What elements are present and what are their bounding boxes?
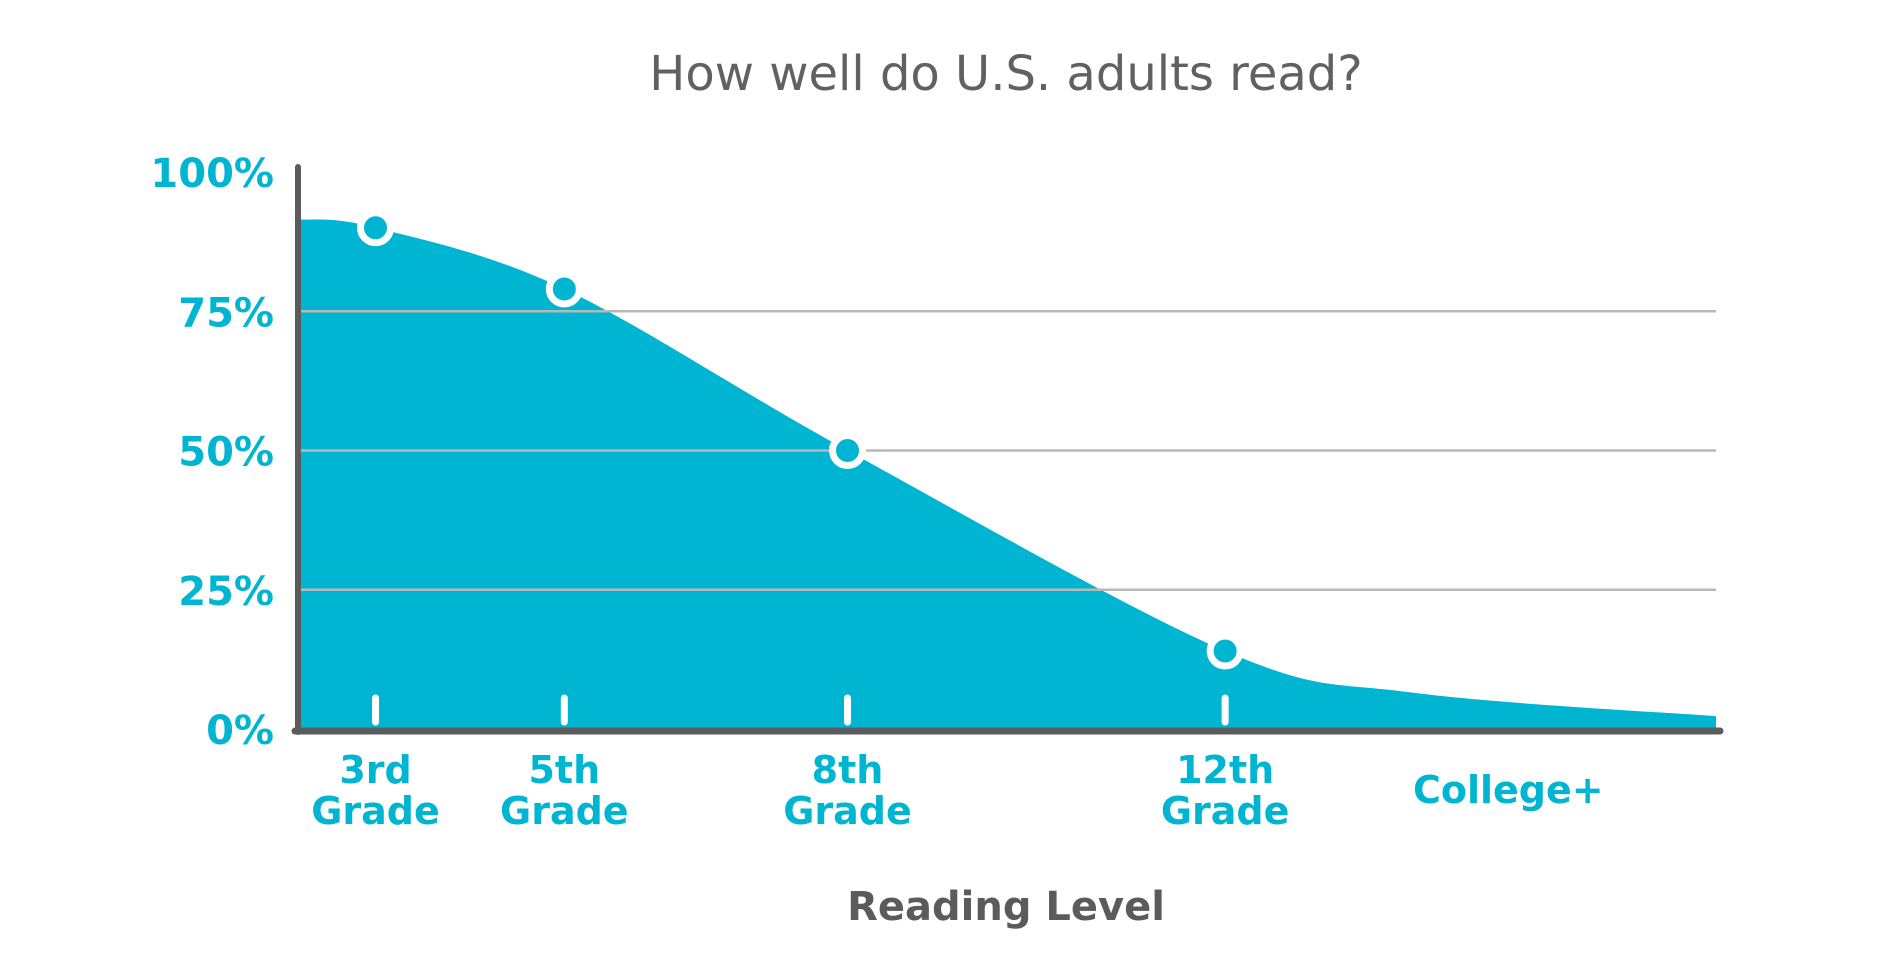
x-tick-label: Grade — [500, 789, 629, 833]
x-tick-label: 8th — [812, 748, 884, 792]
y-tick-label: 25% — [178, 569, 274, 615]
x-tick-label: 5th — [528, 748, 600, 792]
x-tick-label: Grade — [311, 789, 440, 833]
y-tick-label: 0% — [206, 708, 274, 754]
x-tick-label: Grade — [1161, 789, 1290, 833]
x-tick-label: 12th — [1176, 748, 1274, 792]
y-tick-label: 75% — [178, 290, 274, 336]
data-point — [545, 270, 583, 308]
x-axis-label: Reading Level — [847, 884, 1165, 930]
x-tick-label: Grade — [783, 789, 912, 833]
data-point — [829, 432, 867, 469]
area-fill — [300, 219, 1716, 729]
data-point — [1206, 632, 1244, 670]
x-tick-label: College+ — [1413, 768, 1604, 812]
y-tick-label: 100% — [150, 151, 274, 197]
data-point — [357, 209, 395, 247]
x-tick-label: 3rd — [339, 748, 411, 792]
y-tick-label: 50% — [178, 430, 274, 476]
chart-title: How well do U.S. adults read? — [649, 46, 1362, 102]
plot-area: 0%25%50%75%100%3rdGrade5thGrade8thGrade1… — [150, 151, 1724, 833]
